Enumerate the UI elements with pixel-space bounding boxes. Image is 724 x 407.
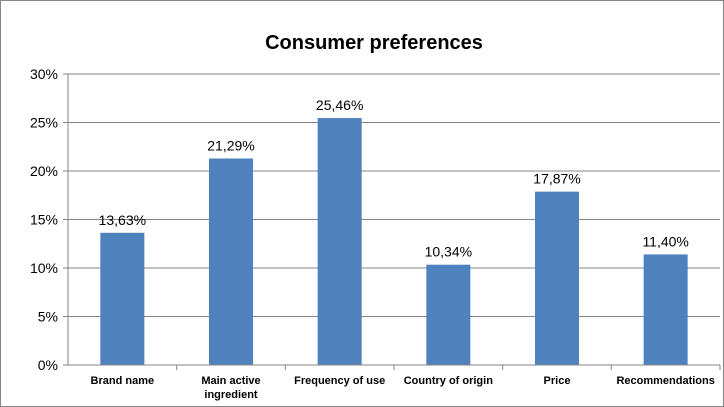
chart-title: Consumer preferences xyxy=(265,32,483,54)
x-tick-label: Recommendations xyxy=(616,375,714,387)
y-tick-label: 5% xyxy=(38,309,58,325)
data-label: 21,29% xyxy=(207,137,254,153)
y-tick-label: 30% xyxy=(30,66,58,82)
bar xyxy=(209,158,253,365)
x-tick-label: Country of origin xyxy=(404,375,493,387)
data-label: 10,34% xyxy=(425,244,472,260)
bar xyxy=(643,254,688,365)
data-label: 17,87% xyxy=(533,171,580,187)
y-tick-label: 10% xyxy=(30,260,58,276)
x-axis-tick-labels: Brand name Main active ingredient Frequency… xyxy=(91,365,721,401)
bars xyxy=(100,118,688,366)
bar xyxy=(100,232,145,365)
y-tick-label: 0% xyxy=(38,357,58,373)
bar xyxy=(317,118,362,366)
y-tick-label: 25% xyxy=(30,115,58,131)
gridlines xyxy=(63,73,720,366)
y-axis-tick-labels: 0% 5% 10% 15% 20% 25% 30% xyxy=(30,66,58,373)
y-tick-label: 20% xyxy=(30,163,58,179)
x-tick-label: Price xyxy=(544,375,571,387)
x-tick-label: Frequency of use xyxy=(294,375,385,387)
data-label: 13,63% xyxy=(99,212,146,228)
y-tick-label: 15% xyxy=(30,212,58,228)
data-label: 11,40% xyxy=(642,233,688,249)
data-labels: 13,63% 21,29% 25,46% 10,34% 17,87% 11,40% xyxy=(99,97,689,260)
x-tick-label: Brand name xyxy=(91,375,155,387)
data-label: 25,46% xyxy=(316,97,363,113)
bar xyxy=(426,264,471,365)
bar xyxy=(535,191,579,365)
x-tick-label: Main active ingredient xyxy=(201,375,260,401)
